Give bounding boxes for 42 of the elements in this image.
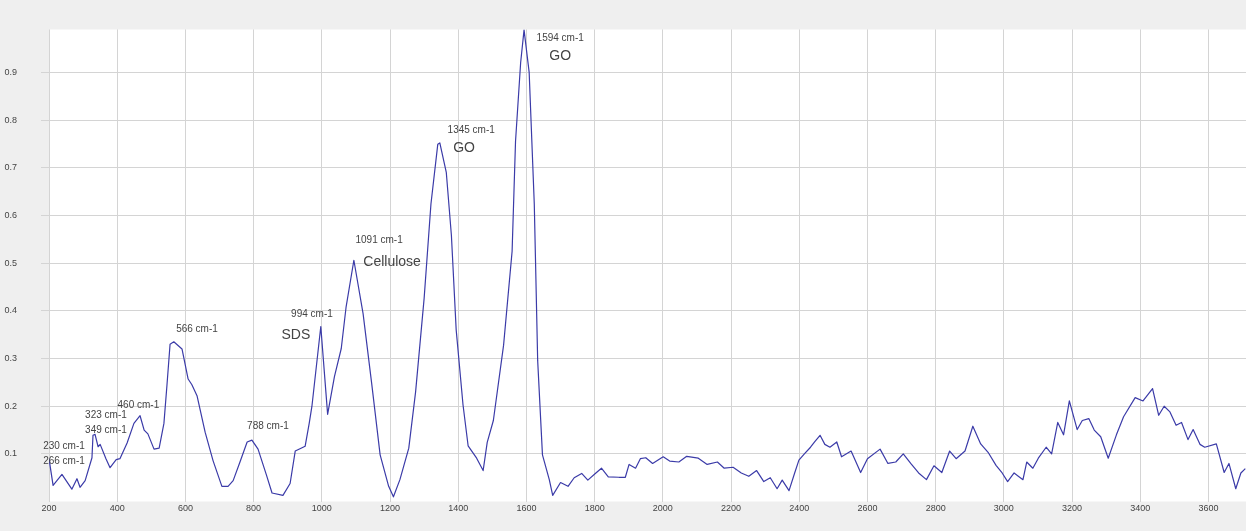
y-tick-label: 0.6 (4, 209, 17, 220)
annotation: Cellulose (363, 253, 422, 270)
x-tick-label: 400 (109, 503, 125, 514)
x-tick-label: 600 (177, 503, 193, 514)
annotation: GO (549, 47, 572, 64)
x-tick-label: 2000 (652, 503, 673, 514)
y-tick-label: 0.7 (4, 162, 17, 173)
annotation: 788 cm-1 (247, 419, 290, 431)
annotation: 230 cm-1 (43, 440, 86, 452)
annotation: 1594 cm-1 (536, 31, 585, 43)
annotation: 1345 cm-1 (447, 124, 496, 136)
x-tick-label: 2400 (789, 503, 810, 514)
y-tick-label: 0.4 (4, 305, 17, 316)
annotation: 460 cm-1 (117, 398, 160, 410)
annotation: 323 cm-1 (85, 409, 128, 421)
annotation: 994 cm-1 (291, 307, 334, 319)
x-tick-label: 2600 (857, 503, 878, 514)
x-tick-label: 200 (41, 503, 57, 514)
x-tick-label: 1400 (448, 503, 469, 514)
x-tick-label: 2200 (721, 503, 742, 514)
annotation: SDS (281, 325, 311, 342)
annotation: GO (453, 139, 476, 156)
x-tick-label: 1000 (311, 503, 332, 514)
y-tick-label: 0.9 (4, 66, 17, 77)
y-tick-label: 0.1 (4, 448, 17, 459)
x-tick-label: 800 (246, 503, 262, 514)
y-tick-label: 0.5 (4, 257, 17, 268)
x-tick-label: 1600 (516, 503, 537, 514)
x-tick-label: 2800 (925, 503, 946, 514)
annotation: 266 cm-1 (43, 455, 86, 467)
x-tick-label: 1800 (584, 503, 605, 514)
annotation: 349 cm-1 (85, 424, 128, 436)
annotation: 1091 cm-1 (355, 234, 404, 246)
y-tick-label: 0.3 (4, 352, 17, 363)
x-tick-label: 3400 (1130, 503, 1151, 514)
x-tick-label: 1200 (380, 503, 401, 514)
x-tick-label: 3600 (1198, 503, 1219, 514)
y-tick-label: 0.2 (4, 400, 17, 411)
annotation: 566 cm-1 (176, 322, 219, 334)
x-tick-label: 3200 (1062, 503, 1083, 514)
y-tick-label: 0.8 (4, 114, 17, 125)
x-tick-label: 3000 (993, 503, 1014, 514)
